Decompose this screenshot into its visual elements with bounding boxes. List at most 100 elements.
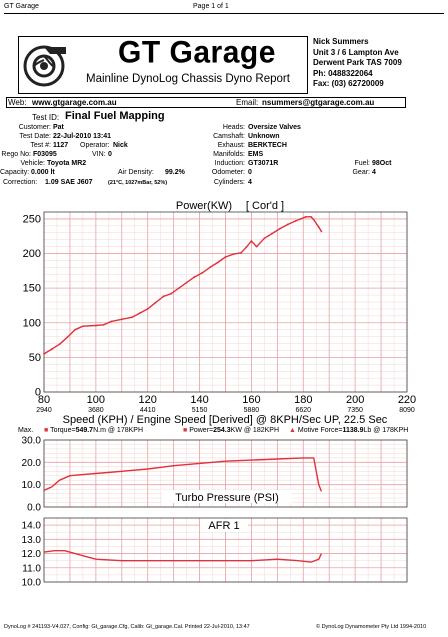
- customer-label: Customer:: [18, 124, 51, 131]
- rego-value: F03095: [33, 151, 57, 158]
- induction-value: GT3071R: [248, 160, 279, 167]
- y-tick-label: 250: [23, 213, 41, 225]
- x-tick-label-secondary: 4410: [140, 407, 156, 414]
- test-id-value: Final Fuel Mapping: [65, 110, 165, 122]
- header-box: [18, 36, 308, 94]
- series-point: [50, 348, 53, 350]
- series-point: [294, 220, 297, 222]
- plot-frame: [43, 439, 408, 508]
- y-tick-label: 12.0: [22, 549, 42, 560]
- manifolds-label: Manifolds:: [213, 151, 245, 158]
- air-density-value: 99.2%: [165, 169, 185, 176]
- vehicle-value: Toyota MR2: [47, 160, 87, 167]
- max-power: ■ Power=254.3KW @ 182KPH: [183, 427, 279, 434]
- exhaust-value: BERKTECH: [248, 142, 287, 149]
- series-point: [250, 240, 253, 242]
- web-link[interactable]: www.gtgarage.com.au: [32, 98, 117, 107]
- x-tick-label: 220: [398, 394, 416, 406]
- series-point: [146, 308, 149, 310]
- afr-title-bg: [200, 519, 248, 532]
- series-point: [43, 353, 45, 355]
- heads-label: Heads:: [222, 124, 245, 131]
- series-point: [263, 237, 266, 240]
- series-point: [201, 272, 204, 274]
- y-tick-label: 30.0: [22, 436, 42, 447]
- series-point: [177, 287, 180, 290]
- fuel-value: 98Oct: [372, 160, 392, 167]
- x-tick-label: 200: [346, 394, 364, 406]
- x-tick-label: 160: [242, 394, 260, 406]
- series-point: [139, 312, 141, 314]
- camshaft-value: Unknown: [248, 133, 280, 140]
- series-point: [66, 336, 69, 339]
- page-label: Page 1 of 1: [193, 3, 229, 10]
- y-tick-label: 13.0: [22, 535, 42, 546]
- x-tick-label-secondary: 6620: [295, 407, 311, 414]
- turbo-title-bg: [162, 490, 292, 503]
- series-point: [154, 301, 157, 304]
- series-point: [240, 251, 242, 254]
- series-point: [286, 223, 289, 226]
- series-line: [43, 216, 322, 355]
- x-tick-label-secondary: 8090: [399, 407, 415, 414]
- x-tick-label: 120: [139, 394, 157, 406]
- contact-block: Nick Summers Unit 3 / 6 Lampton Ave Derw…: [313, 37, 402, 88]
- gear-label: Gear:: [352, 169, 370, 176]
- series-point: [232, 253, 235, 256]
- operator-label: Operator:: [80, 142, 110, 149]
- series-point: [299, 218, 302, 220]
- max-torque: ■ Torque=549.7N.m @ 178KPH: [44, 427, 143, 434]
- y-tick-label: 100: [23, 317, 41, 329]
- capacity-label: Capacity:: [0, 169, 30, 176]
- vehicle-label: Vehicle:: [20, 160, 45, 167]
- afr-chart-title: AFR 1: [208, 520, 239, 532]
- plot-frame: [43, 211, 408, 393]
- series-point: [224, 256, 227, 258]
- series-point: [320, 230, 323, 233]
- series-point: [120, 318, 123, 321]
- y-tick-label: 20.0: [22, 458, 42, 469]
- series-point: [81, 325, 84, 328]
- y-tick-label: 50: [29, 352, 41, 364]
- series-point: [102, 323, 105, 326]
- series-point: [317, 226, 320, 229]
- vin-value: 0: [108, 151, 112, 158]
- email-label: Email:: [236, 98, 259, 107]
- app-name: GT Garage: [4, 3, 39, 10]
- y-tick-label: 10.0: [22, 480, 42, 491]
- series-point: [304, 215, 307, 218]
- y-tick-label: 150: [23, 283, 41, 295]
- max-force: ▲ Motive Force=1138.9Lb @ 178KPH: [289, 427, 409, 434]
- series-point: [209, 266, 211, 269]
- gear-value: 4: [372, 169, 376, 176]
- chart-title: Power(KW): [176, 200, 232, 212]
- series-point: [170, 292, 172, 295]
- x-tick-label: 180: [294, 394, 312, 406]
- series-point: [193, 276, 196, 278]
- camshaft-label: Camshaft:: [213, 133, 245, 140]
- customer-value: Pat: [53, 124, 64, 131]
- cylinders-label: Cylinders:: [213, 179, 245, 186]
- turbo-chart-title: Turbo Pressure (PSI): [175, 492, 279, 504]
- series-point: [216, 261, 219, 264]
- x-tick-label-secondary: 7350: [347, 407, 363, 414]
- x-tick-label: 140: [190, 394, 208, 406]
- air-density-label: Air Density:: [118, 169, 154, 176]
- web-label: Web:: [8, 98, 27, 107]
- capacity-value: 0.000 lt: [31, 169, 55, 176]
- manifolds-value: EMS: [248, 151, 264, 158]
- plot-frame: [43, 517, 408, 583]
- odometer-value: 0: [248, 169, 252, 176]
- max-label: Max.: [18, 427, 34, 434]
- x-tick-label-secondary: 5880: [244, 407, 260, 414]
- email-link[interactable]: nsummers@gtgarage.com.au: [262, 98, 375, 107]
- series-point: [255, 245, 258, 248]
- y-tick-label: 10.0: [22, 578, 42, 589]
- series-point: [245, 246, 248, 249]
- test-number-label: Test #:: [30, 142, 51, 149]
- footer-config: DynoLog # 241193-V4.027, Config: Gt_gara…: [4, 624, 250, 630]
- exhaust-label: Exhaust:: [217, 142, 245, 149]
- test-id-label: Test ID:: [32, 113, 60, 122]
- y-tick-label: 0.0: [27, 503, 41, 514]
